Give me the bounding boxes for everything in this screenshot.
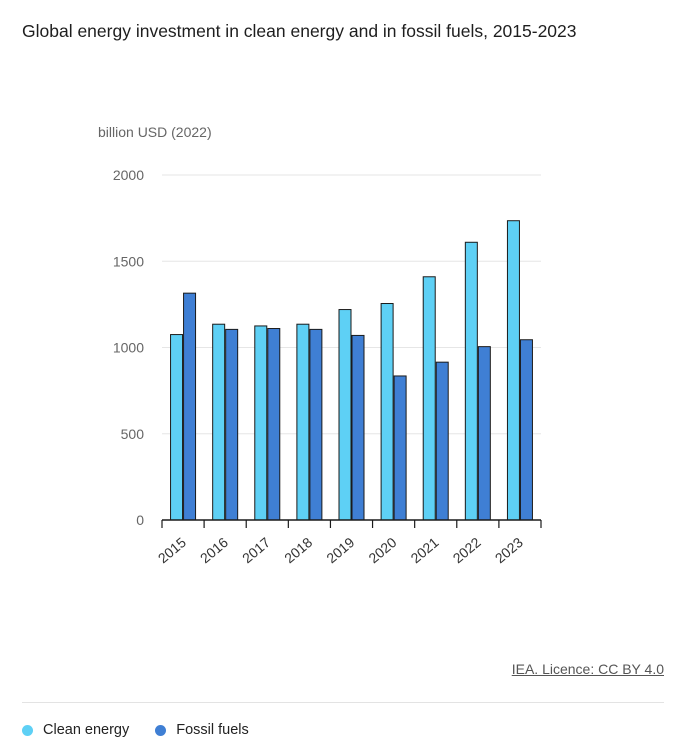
bar-chart: 0 500 1000 1500 2000 2015 2016 2017 2018 2019 2020… <box>98 124 542 566</box>
bar-fossil-fuels-2015 <box>183 292 197 521</box>
bar-clean-energy-2021 <box>422 276 436 521</box>
bar-fossil-fuels-2023 <box>519 339 533 521</box>
y-tick-label-1000: 1000 <box>113 340 144 356</box>
source-licence-link[interactable]: IEA. Licence: CC BY 4.0 <box>511 661 664 677</box>
legend-label-fossil-fuels: Fossil fuels <box>176 722 249 738</box>
x-tick-label-2015: 2015 <box>155 534 189 566</box>
y-tick-label-1500: 1500 <box>113 253 144 269</box>
y-tick-label-2000: 2000 <box>113 167 144 183</box>
bar-fossil-fuels-2022 <box>477 346 491 521</box>
bar-fossil-fuels-2018 <box>309 328 323 521</box>
x-tick-label-2021: 2021 <box>407 534 441 566</box>
x-tick-label-2020: 2020 <box>365 534 399 566</box>
bars <box>170 220 533 521</box>
y-tick-label-0: 0 <box>136 512 144 528</box>
x-tick-label-2018: 2018 <box>281 534 315 566</box>
clean-energy-dot-icon <box>22 724 33 736</box>
bar-clean-energy-2017 <box>254 325 268 521</box>
bar-fossil-fuels-2021 <box>435 361 449 521</box>
chart-title: Global energy investment in clean energy… <box>22 21 577 41</box>
x-tick-label-2023: 2023 <box>492 534 526 566</box>
legend-item-clean-energy[interactable]: Clean energy <box>22 722 129 738</box>
y-tick-label-500: 500 <box>121 426 145 442</box>
bar-clean-energy-2022 <box>464 241 478 521</box>
x-tick-label-2016: 2016 <box>197 534 231 566</box>
bar-clean-energy-2023 <box>506 220 520 521</box>
y-axis-unit-label: billion USD (2022) <box>98 124 212 140</box>
legend-item-fossil-fuels[interactable]: Fossil fuels <box>155 722 249 738</box>
x-tick-label-2022: 2022 <box>450 534 484 566</box>
bar-clean-energy-2018 <box>296 323 310 521</box>
fossil-fuels-dot-icon <box>155 724 167 736</box>
bar-clean-energy-2020 <box>380 303 394 521</box>
bar-clean-energy-2015 <box>170 334 184 521</box>
x-tick-label-2017: 2017 <box>239 534 273 566</box>
bar-fossil-fuels-2017 <box>267 328 281 521</box>
x-tick-label-2019: 2019 <box>323 534 357 566</box>
legend: Clean energy Fossil fuels <box>22 722 249 738</box>
bar-fossil-fuels-2016 <box>225 328 239 521</box>
bar-fossil-fuels-2019 <box>351 334 365 521</box>
legend-divider <box>22 702 664 703</box>
bar-clean-energy-2016 <box>212 323 226 521</box>
bar-clean-energy-2019 <box>338 309 352 521</box>
bar-fossil-fuels-2020 <box>393 375 407 521</box>
legend-label-clean-energy: Clean energy <box>43 722 130 738</box>
